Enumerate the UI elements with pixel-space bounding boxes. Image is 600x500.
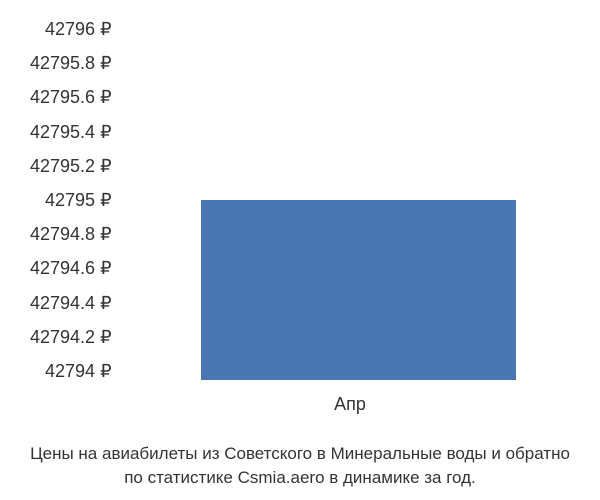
x-label: Апр — [334, 394, 366, 415]
plot-area: 42796 ₽ 42795.8 ₽ 42795.6 ₽ 42795.4 ₽ 42… — [30, 20, 570, 380]
y-tick: 42796 ₽ — [45, 20, 112, 38]
caption: Цены на авиабилеты из Советского в Минер… — [0, 442, 600, 490]
y-tick: 42794.4 ₽ — [30, 294, 112, 312]
chart-container: 42796 ₽ 42795.8 ₽ 42795.6 ₽ 42795.4 ₽ 42… — [0, 0, 600, 500]
bar — [201, 200, 516, 380]
y-tick: 42795.8 ₽ — [30, 54, 112, 72]
y-tick: 42794.6 ₽ — [30, 259, 112, 277]
y-tick: 42794.8 ₽ — [30, 225, 112, 243]
y-tick: 42794 ₽ — [45, 362, 112, 380]
x-axis: Апр — [130, 380, 570, 415]
caption-line-1: Цены на авиабилеты из Советского в Минер… — [20, 442, 580, 466]
y-tick: 42795.4 ₽ — [30, 123, 112, 141]
y-tick: 42795.6 ₽ — [30, 88, 112, 106]
y-tick: 42795 ₽ — [45, 191, 112, 209]
y-tick: 42794.2 ₽ — [30, 328, 112, 346]
y-tick: 42795.2 ₽ — [30, 157, 112, 175]
caption-line-2: по статистике Csmia.aero в динамике за г… — [20, 466, 580, 490]
y-axis: 42796 ₽ 42795.8 ₽ 42795.6 ₽ 42795.4 ₽ 42… — [30, 20, 120, 380]
bars-area — [120, 20, 570, 380]
